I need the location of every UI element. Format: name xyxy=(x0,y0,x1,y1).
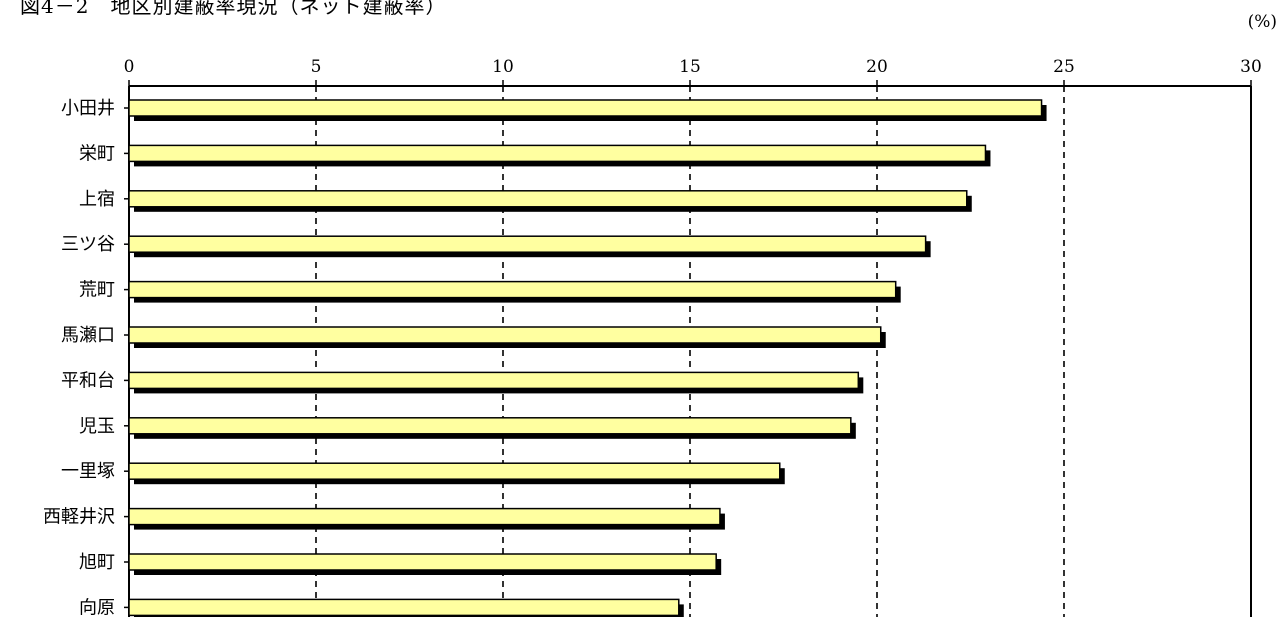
bar xyxy=(128,371,860,390)
category-label: 旭町 xyxy=(79,552,115,573)
x-tick-label: 5 xyxy=(311,57,322,77)
category-label: 児玉 xyxy=(79,416,115,437)
bar xyxy=(128,507,721,526)
x-tick-label: 15 xyxy=(679,57,701,77)
bar xyxy=(128,235,927,253)
category-label: 小田井 xyxy=(61,98,115,119)
category-label: 向原 xyxy=(79,597,115,617)
x-tick-label: 20 xyxy=(866,57,888,77)
category-label: 荒町 xyxy=(79,280,115,301)
category-label: 一里塚 xyxy=(61,461,115,482)
category-label: 三ツ谷 xyxy=(61,234,115,255)
category-label: 平和台 xyxy=(61,370,115,391)
bar xyxy=(128,190,968,208)
category-label: 上宿 xyxy=(79,189,115,210)
x-tick-label: 25 xyxy=(1053,57,1075,77)
bar xyxy=(128,326,882,344)
x-tick-label: 0 xyxy=(124,57,135,77)
bar xyxy=(128,417,852,435)
category-label: 西軽井沢 xyxy=(43,507,115,528)
bar xyxy=(128,598,680,617)
chart-title: 図4－2 地区別建蔽率現況（ネット建蔽率） xyxy=(20,0,447,18)
category-label: 栄町 xyxy=(79,143,115,164)
bar xyxy=(128,280,897,299)
bar xyxy=(128,553,717,571)
bar xyxy=(128,144,987,163)
unit-label: (%) xyxy=(1247,12,1277,32)
bar xyxy=(128,462,781,480)
x-tick-label: 10 xyxy=(492,57,514,77)
x-tick-label: 30 xyxy=(1240,57,1262,77)
category-label: 馬瀬口 xyxy=(61,325,115,346)
bar xyxy=(128,99,1043,117)
